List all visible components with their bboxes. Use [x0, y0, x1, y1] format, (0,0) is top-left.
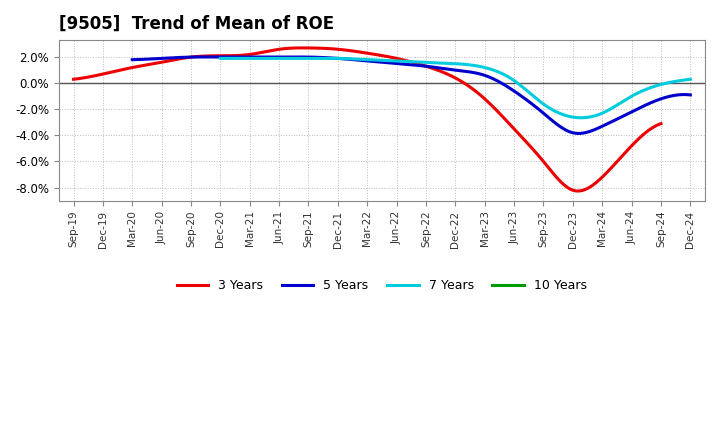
- 7 Years: [616, 101, 624, 106]
- 3 Years: [419, 63, 428, 68]
- 5 Years: [128, 57, 137, 62]
- 5 Years: [602, 122, 611, 127]
- 7 Years: [496, 70, 505, 75]
- 3 Years: [69, 77, 78, 82]
- 5 Years: [472, 70, 480, 76]
- 3 Years: [71, 77, 80, 82]
- 5 Years: [462, 69, 471, 74]
- 3 Years: [421, 63, 430, 69]
- 7 Years: [498, 71, 506, 76]
- 7 Years: [686, 77, 695, 82]
- Legend: 3 Years, 5 Years, 7 Years, 10 Years: 3 Years, 5 Years, 7 Years, 10 Years: [172, 274, 592, 297]
- 3 Years: [431, 66, 439, 72]
- 3 Years: [299, 45, 307, 51]
- 5 Years: [197, 54, 206, 59]
- 5 Years: [460, 69, 469, 74]
- Line: 3 Years: 3 Years: [73, 48, 661, 191]
- 7 Years: [323, 55, 332, 61]
- 3 Years: [657, 121, 665, 126]
- 3 Years: [574, 188, 582, 194]
- 7 Years: [645, 85, 654, 91]
- 7 Years: [576, 115, 585, 121]
- 7 Years: [216, 56, 225, 61]
- 5 Years: [686, 92, 695, 98]
- 5 Years: [130, 57, 138, 62]
- Text: [9505]  Trend of Mean of ROE: [9505] Trend of Mean of ROE: [59, 15, 334, 33]
- 5 Years: [637, 104, 646, 110]
- 3 Years: [606, 167, 614, 172]
- 7 Years: [505, 75, 514, 80]
- 7 Years: [217, 56, 226, 61]
- 3 Years: [566, 187, 575, 192]
- 5 Years: [574, 131, 582, 136]
- Line: 5 Years: 5 Years: [132, 57, 690, 133]
- Line: 7 Years: 7 Years: [220, 58, 690, 118]
